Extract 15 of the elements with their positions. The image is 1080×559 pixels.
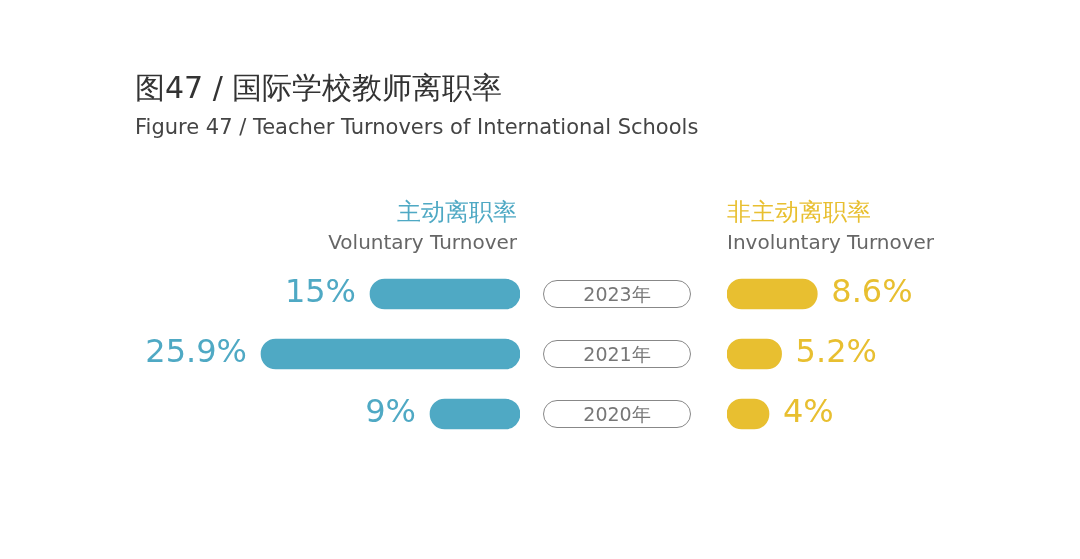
- chart-subtitle: Involuntary Turnover: [727, 230, 935, 254]
- text: 图47 / 国际学校教师离职率: [135, 69, 504, 107]
- chart-subtitle: Voluntary Turnover: [328, 230, 517, 254]
- y-tick-label: 2021年: [543, 339, 691, 368]
- data-label: 25.9%: [145, 332, 247, 371]
- data-label: 15%: [284, 272, 356, 311]
- chart-title: 主动离职率: [396, 197, 517, 228]
- data-label: 5.2%: [795, 332, 877, 371]
- data-label: 9%: [365, 392, 416, 431]
- data-label: 8.6%: [831, 272, 913, 311]
- y-tick-label: 2020年: [543, 399, 691, 428]
- data-label: 4%: [783, 392, 834, 431]
- y-tick-label: 2023年: [543, 279, 691, 308]
- chart-title: 非主动离职率: [727, 197, 872, 228]
- text: Figure 47 / Teacher Turnovers of International Schools: [135, 115, 699, 139]
